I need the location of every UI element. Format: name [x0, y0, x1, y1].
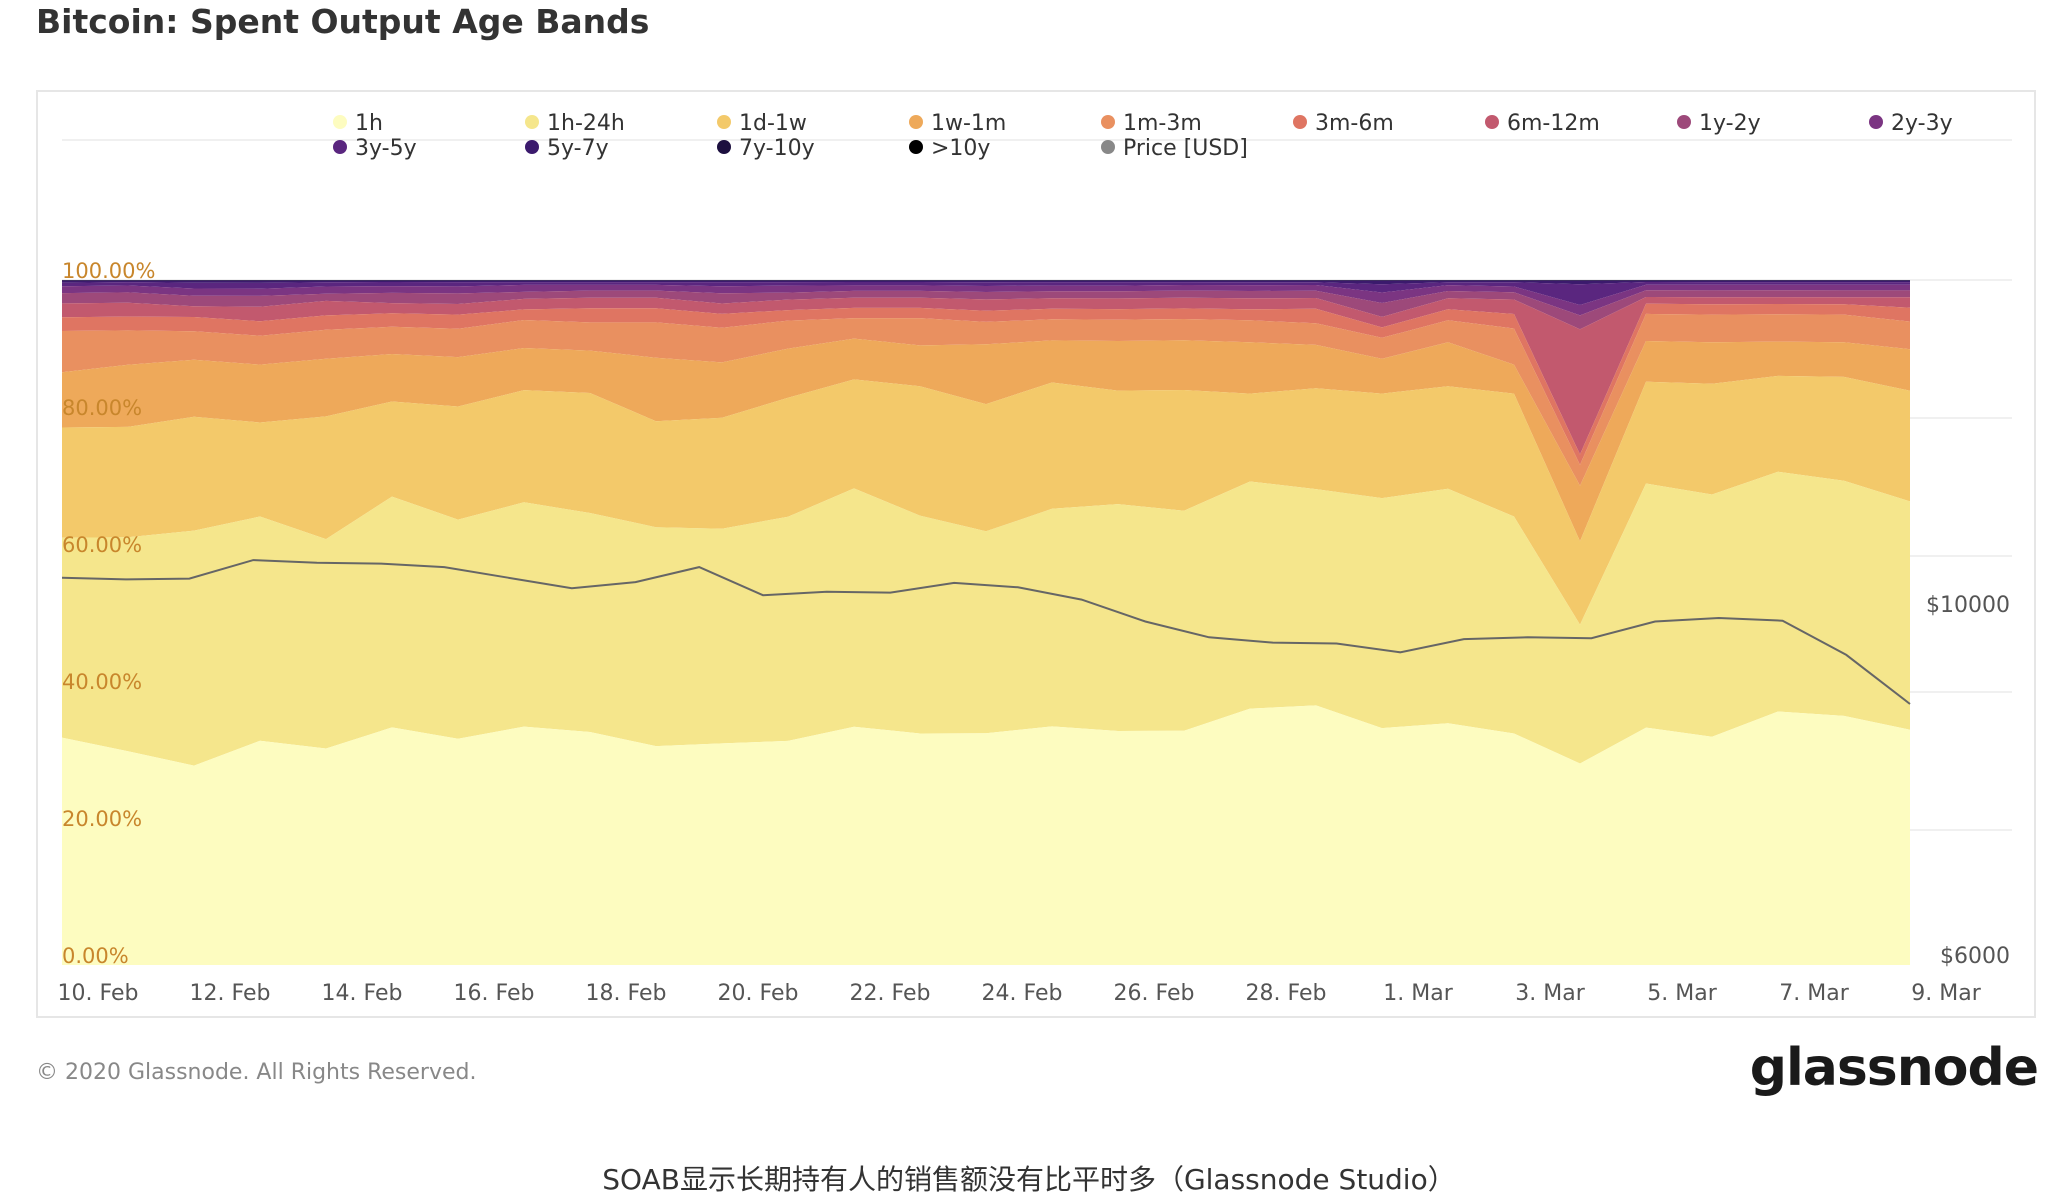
legend-label: 3m-6m [1315, 111, 1394, 136]
y-tick-label: 40.00% [62, 670, 142, 694]
legend-label: 2y-3y [1891, 111, 1953, 136]
y-tick-label: 20.00% [62, 807, 142, 831]
area-band-1h [62, 705, 1910, 965]
price-series [61, 559, 1911, 705]
legend-item: 6m-12m [1485, 111, 1600, 136]
area-band-7y10y [62, 280, 1910, 281]
y-tick-label: 60.00% [62, 533, 142, 557]
legend-label: Price [USD] [1123, 136, 1248, 161]
area-band-2y3y [62, 284, 1910, 316]
legend-marker [1101, 140, 1115, 154]
x-tick-label: 18. Feb [586, 981, 667, 1006]
legend-item: 1w-1m [909, 111, 1006, 136]
chart-title: Bitcoin: Spent Output Age Bands [36, 2, 650, 41]
y2-tick-label: $10000 [1926, 593, 2010, 618]
legend-marker [333, 115, 347, 129]
legend-label: 7y-10y [739, 136, 815, 161]
x-tick-label: 7. Mar [1779, 981, 1849, 1006]
x-tick-label: 16. Feb [454, 981, 535, 1006]
legend-label: 1d-1w [739, 111, 807, 136]
x-tick-label: 22. Feb [850, 981, 931, 1006]
figure-caption: SOAB显示长期持有人的销售额没有比平时多（Glassnode Studio） [602, 1163, 1456, 1196]
x-tick-label: 24. Feb [982, 981, 1063, 1006]
copyright-text: © 2020 Glassnode. All Rights Reserved. [36, 1060, 477, 1085]
legend-marker [525, 140, 539, 154]
legend-marker [909, 115, 923, 129]
legend-label: 1h [355, 111, 383, 136]
x-tick-label: 1. Mar [1383, 981, 1453, 1006]
legend-marker [1101, 115, 1115, 129]
legend-marker [717, 115, 731, 129]
x-tick-label: 14. Feb [322, 981, 403, 1006]
legend-label: 3y-5y [355, 136, 417, 161]
area-band-3y5y [62, 282, 1910, 305]
legend-marker [333, 140, 347, 154]
legend-marker [525, 115, 539, 129]
legend-label: 1m-3m [1123, 111, 1202, 136]
legend-marker [717, 140, 731, 154]
chart-frame [36, 90, 2036, 1018]
legend-item: 1d-1w [717, 111, 807, 136]
x-tick-label: 12. Feb [190, 981, 271, 1006]
x-tick-label: 28. Feb [1246, 981, 1327, 1006]
legend-label: 1y-2y [1699, 111, 1761, 136]
price-line [61, 559, 1911, 705]
area-band-1m3m [62, 313, 1910, 486]
x-tick-label: 20. Feb [718, 981, 799, 1006]
area-band-5y7y [62, 280, 1910, 285]
legend-item: 2y-3y [1869, 111, 1953, 136]
legend-marker [1485, 115, 1499, 129]
y2-tick-label: $6000 [1940, 944, 2010, 969]
legend-item: 1h [333, 111, 383, 136]
legend-item: 5y-7y [525, 136, 609, 161]
legend-label: 1w-1m [931, 111, 1006, 136]
legend-marker [1677, 115, 1691, 129]
legend-item: 1h-24h [525, 111, 625, 136]
axes: 0.00% 20.00% 40.00% 60.00% 80.00% 100.00% $600… [58, 259, 2010, 1006]
area-band-1y2y [62, 290, 1910, 330]
area-band-1d1w [62, 375, 1910, 625]
legend-marker [1293, 115, 1307, 129]
area-band-1w1m [62, 338, 1910, 542]
x-tick-label: 5. Mar [1647, 981, 1717, 1006]
legend-item: 1m-3m [1101, 111, 1202, 136]
legend-label: 1h-24h [547, 111, 625, 136]
x-tick-label: 10. Feb [58, 981, 139, 1006]
brand-logo: glassnode [1749, 1038, 2039, 1098]
area-series [62, 280, 1910, 965]
legend-item: 1y-2y [1677, 111, 1761, 136]
legend-item: 3m-6m [1293, 111, 1394, 136]
area-band-1h24h [62, 471, 1910, 766]
legend-label: 6m-12m [1507, 111, 1600, 136]
legend-label: 5y-7y [547, 136, 609, 161]
x-tick-label: 3. Mar [1515, 981, 1585, 1006]
y-tick-label: 0.00% [62, 944, 129, 968]
area-band-6m12m [62, 297, 1910, 455]
y-tick-label: 100.00% [62, 259, 155, 283]
legend-item: Price [USD] [1101, 136, 1248, 161]
legend-marker [909, 140, 923, 154]
x-tick-label: 9. Mar [1911, 981, 1981, 1006]
legend-item: >10y [909, 136, 990, 161]
legend-marker [1869, 115, 1883, 129]
legend: 1h 1h-24h 1d-1w 1w-1m 1m-3m 3m-6m 6m-12m 1y-2y 2… [333, 111, 1953, 161]
x-tick-label: 26. Feb [1114, 981, 1195, 1006]
legend-item: 3y-5y [333, 136, 417, 161]
legend-label: >10y [931, 136, 990, 161]
y-tick-label: 80.00% [62, 396, 142, 420]
legend-item: 7y-10y [717, 136, 815, 161]
